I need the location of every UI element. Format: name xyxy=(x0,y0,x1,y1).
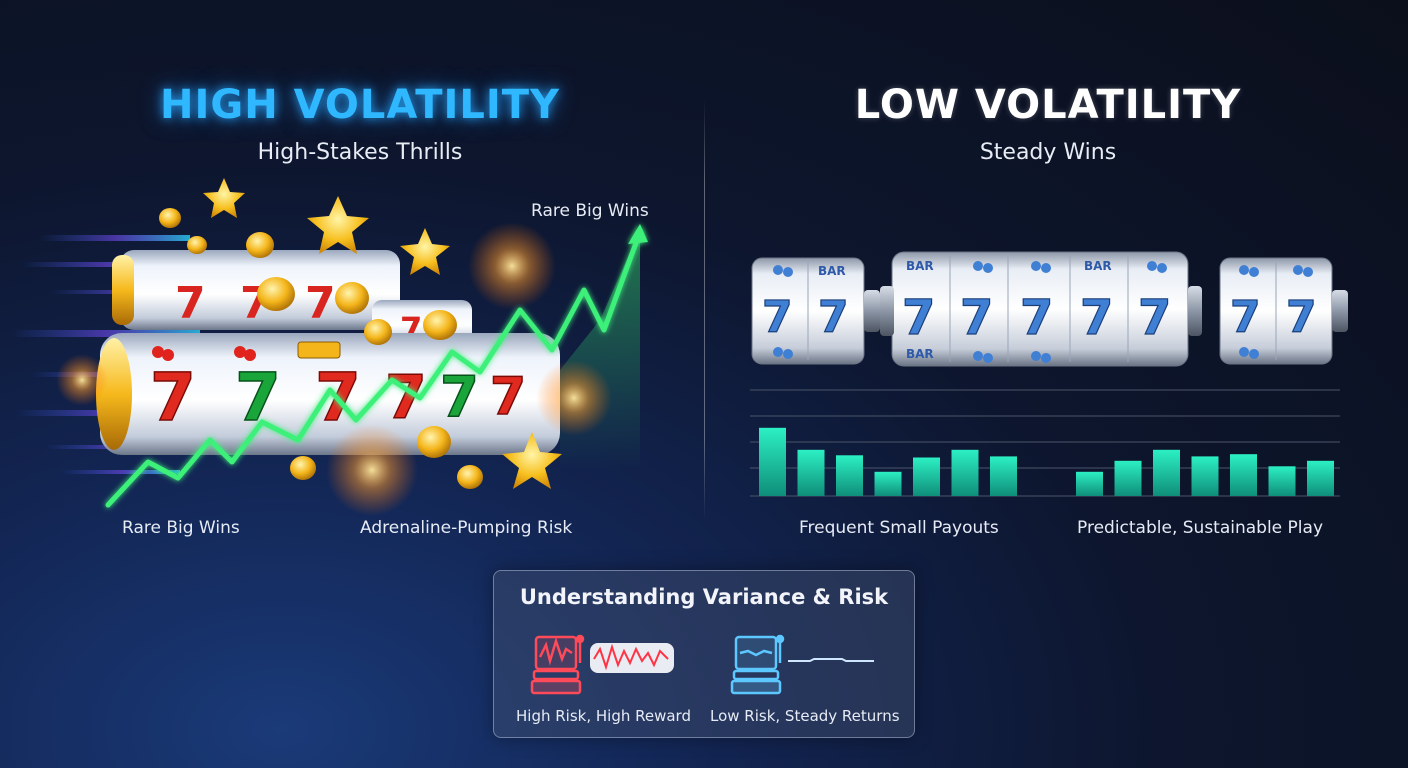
waveform-icon xyxy=(788,658,874,662)
payout-bar xyxy=(1191,456,1219,496)
star-icon xyxy=(203,178,562,489)
low-volatility-illustration: 7 7 7 7 7 7 7 7 7 BAR BAR BAR BAR xyxy=(750,251,1348,497)
low-volatility-subtitle: Steady Wins xyxy=(979,140,1117,165)
frequent-payouts-label: Frequent Small Payouts xyxy=(799,518,999,538)
bars-predictable-play xyxy=(1076,449,1334,496)
panel-title: Understanding Variance & Risk xyxy=(519,585,889,609)
svg-text:BAR: BAR xyxy=(906,259,934,273)
svg-text:7: 7 xyxy=(762,292,793,343)
svg-text:7: 7 xyxy=(818,292,849,343)
svg-text:7: 7 xyxy=(1230,292,1261,343)
payout-bar xyxy=(759,427,786,496)
coin-icon xyxy=(159,208,483,489)
low-risk-label: Low Risk, Steady Returns xyxy=(710,707,900,725)
svg-text:BAR: BAR xyxy=(818,264,846,278)
cherry-icon xyxy=(152,346,256,361)
slot-machine-icon xyxy=(530,634,585,695)
payout-bar xyxy=(951,449,979,496)
slot-reel-icon: 7 7 7 7 7 7 7 7 7 BAR BAR BAR BAR xyxy=(751,251,1348,367)
firework-icon xyxy=(56,222,612,516)
waveform-icon xyxy=(590,643,674,673)
svg-text:7: 7 xyxy=(235,359,281,436)
payout-bar xyxy=(1230,454,1257,496)
payout-bar xyxy=(1153,449,1180,496)
cherry-icon xyxy=(773,261,1313,363)
high-volatility-subtitle: High-Stakes Thrills xyxy=(257,140,463,165)
svg-text:7: 7 xyxy=(150,359,196,436)
svg-text:7: 7 xyxy=(440,365,479,430)
trend-line xyxy=(105,229,643,508)
payout-bar xyxy=(836,455,863,496)
svg-text:7: 7 xyxy=(1138,290,1171,346)
low-volatility-title: LOW VOLATILITY xyxy=(854,82,1242,128)
svg-text:BAR: BAR xyxy=(906,347,934,361)
payout-bar xyxy=(1076,471,1103,496)
high-volatility-illustration: 7 7 7 7 7 7 7 7 7 7 xyxy=(10,178,648,516)
variance-info-panel: Understanding Variance & Risk High Risk,… xyxy=(493,570,915,738)
curve-label: Rare Big Wins xyxy=(531,201,649,221)
high-risk-icon xyxy=(530,634,674,695)
svg-text:7: 7 xyxy=(1286,292,1317,343)
center-divider xyxy=(704,100,705,520)
svg-text:7: 7 xyxy=(960,290,993,346)
payout-bar xyxy=(990,456,1017,496)
bottom-left-label: Rare Big Wins xyxy=(122,518,240,538)
high-risk-label: High Risk, High Reward xyxy=(516,707,691,725)
low-risk-icon xyxy=(730,634,874,695)
payout-bar xyxy=(797,449,825,496)
predictable-play-label: Predictable, Sustainable Play xyxy=(1077,518,1324,538)
svg-text:7: 7 xyxy=(305,278,336,329)
bars-frequent-payouts xyxy=(759,427,1017,496)
svg-text:7: 7 xyxy=(1080,290,1113,346)
payout-bar xyxy=(913,457,940,496)
svg-text:7: 7 xyxy=(1020,290,1053,346)
svg-text:7: 7 xyxy=(490,367,526,427)
payout-bar xyxy=(1114,460,1142,496)
svg-text:7: 7 xyxy=(175,278,206,329)
svg-text:BAR: BAR xyxy=(1084,259,1112,273)
payout-bar xyxy=(874,471,902,496)
svg-text:7: 7 xyxy=(902,290,935,346)
payout-bar xyxy=(1307,460,1334,496)
svg-text:7: 7 xyxy=(385,363,427,433)
bottom-right-label: Adrenaline-Pumping Risk xyxy=(360,518,573,538)
slot-machine-icon xyxy=(730,634,785,695)
payout-bar xyxy=(1268,466,1296,496)
high-volatility-title: HIGH VOLATILITY xyxy=(160,82,560,128)
